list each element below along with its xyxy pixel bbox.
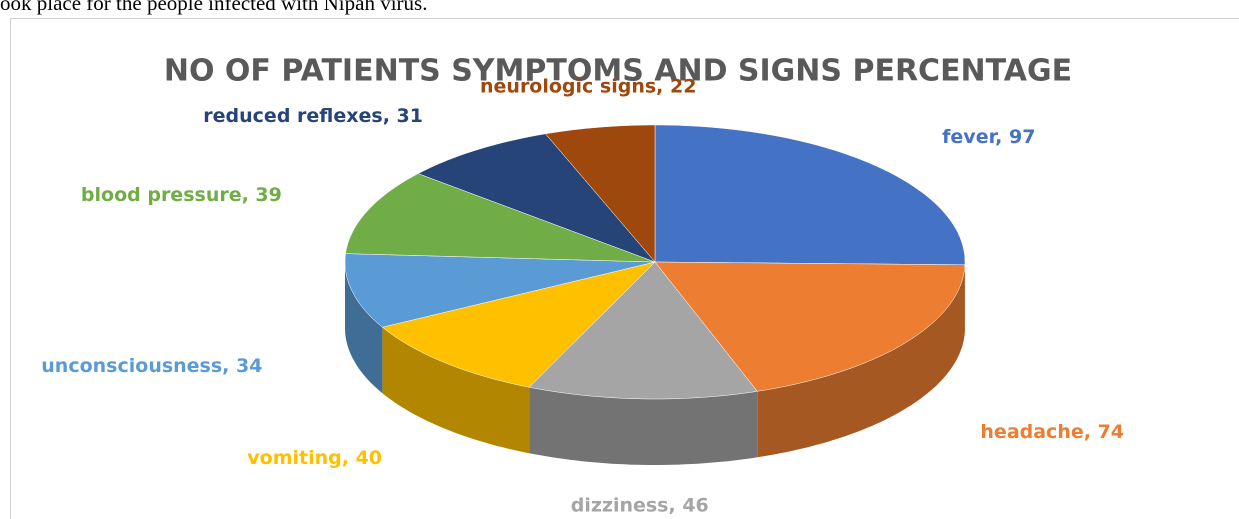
data-label: blood pressure, 39 xyxy=(81,184,282,206)
data-label: reduced reflexes, 31 xyxy=(203,105,423,127)
data-label: headache, 74 xyxy=(980,421,1124,443)
pie-slice xyxy=(417,133,656,263)
pie-slice xyxy=(345,173,656,263)
pie-slice xyxy=(654,261,966,392)
data-label: unconsciousness, 34 xyxy=(41,355,262,377)
pie-slice xyxy=(381,261,656,388)
data-label: neurologic signs, 22 xyxy=(480,75,696,97)
pie-slice xyxy=(545,124,656,263)
pie-slice-side xyxy=(382,327,530,454)
chart-title: NO OF PATIENTS SYMPTOMS AND SIGNS PERCEN… xyxy=(164,54,1072,89)
pie-slice xyxy=(528,261,758,400)
data-label: vomiting, 40 xyxy=(247,447,382,469)
pie-slice-side xyxy=(345,262,383,394)
pie-slice-side xyxy=(757,264,965,458)
data-label: fever, 97 xyxy=(942,126,1035,148)
document-text: ook place for the people infected with N… xyxy=(0,0,428,15)
pie-slice-side xyxy=(529,387,758,465)
data-label: dizziness, 46 xyxy=(571,494,709,516)
pie-slice xyxy=(344,253,656,328)
pie-slice xyxy=(654,124,966,266)
